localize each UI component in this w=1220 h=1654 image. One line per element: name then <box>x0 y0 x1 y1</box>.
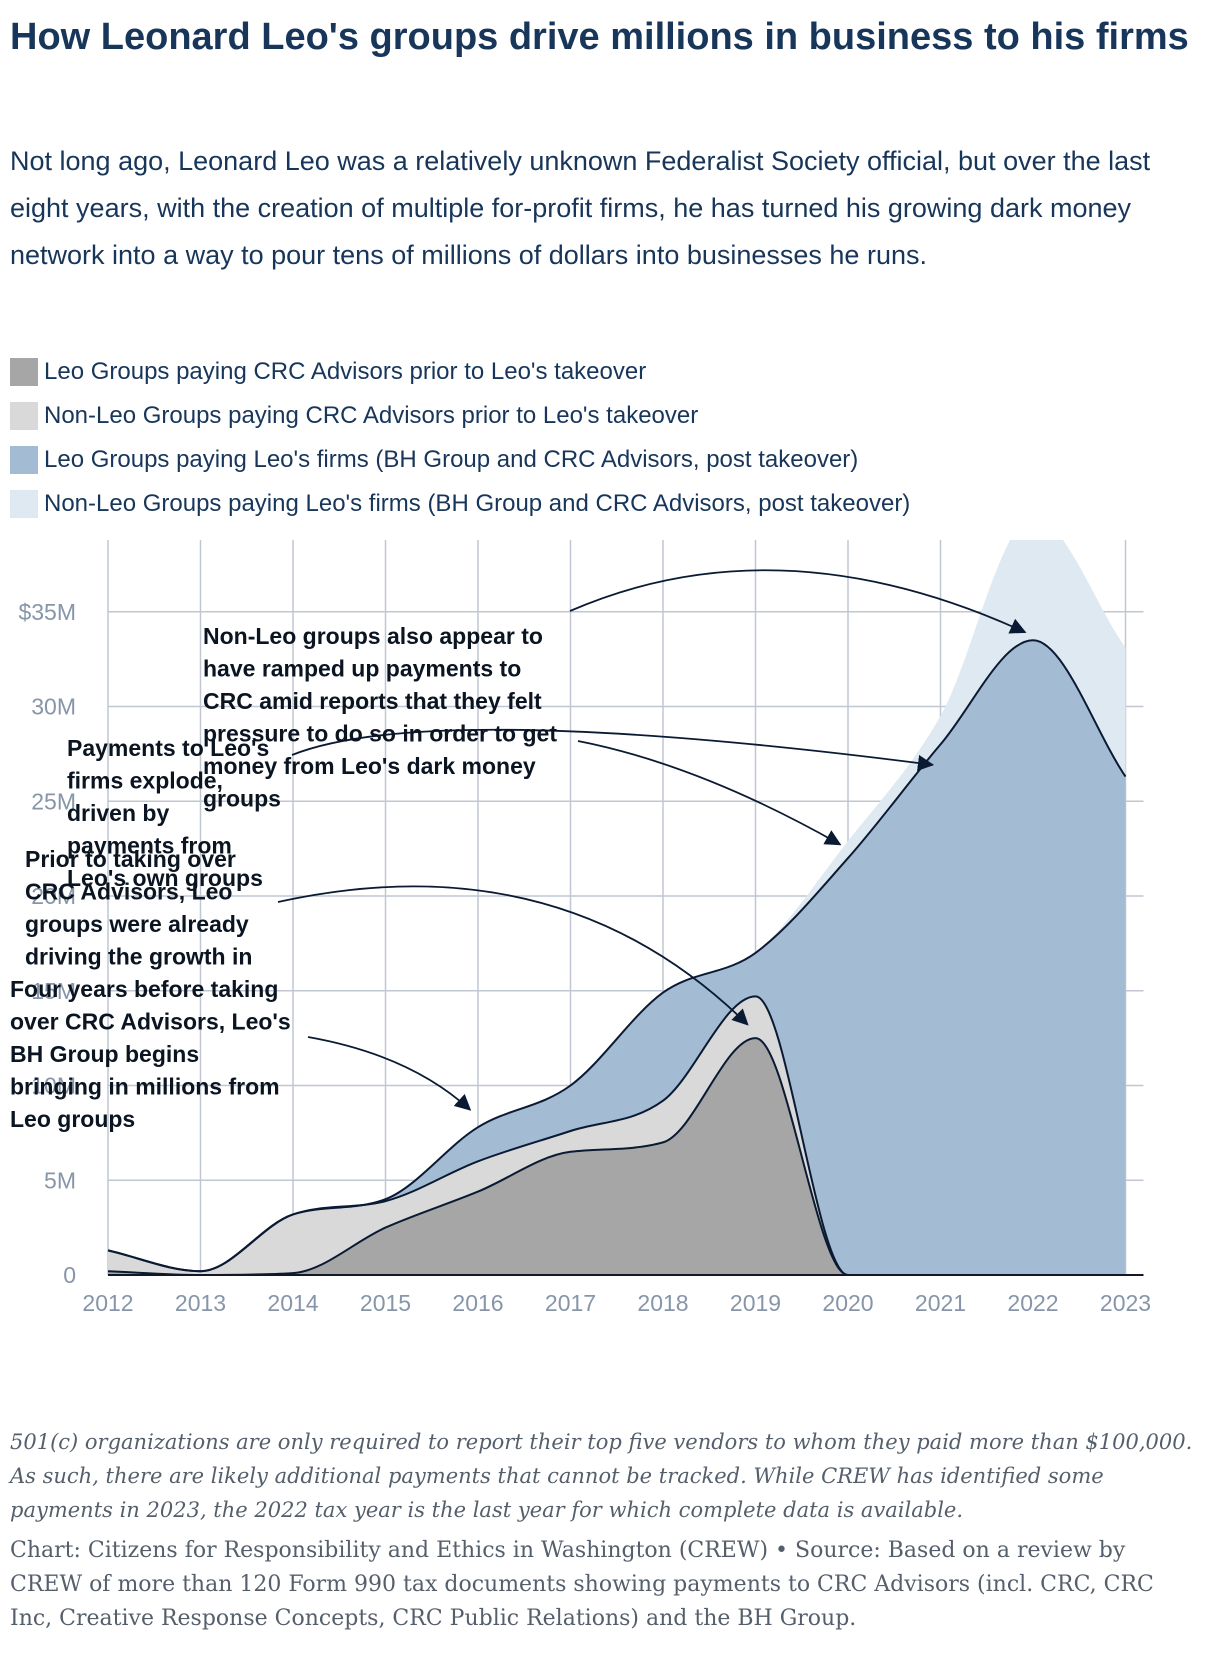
y-tick-label: $35M <box>18 599 76 625</box>
x-tick-label: 2016 <box>452 1290 503 1316</box>
legend-item: Non-Leo Groups paying Leo's firms (BH Gr… <box>10 482 910 526</box>
x-tick-label: 2014 <box>267 1290 318 1316</box>
annotation-line: firms explode, <box>67 768 223 794</box>
x-tick-label: 2021 <box>915 1290 966 1316</box>
annotation-line: Non-Leo groups also appear to <box>203 623 543 649</box>
annotation-line: CRC Advisors, Leo <box>25 879 232 905</box>
annotation-prior-takeover: Prior to taking over CRC Advisors, Leo gro… <box>25 846 252 970</box>
chart-legend: Leo Groups paying CRC Advisors prior to … <box>10 350 910 526</box>
x-tick-label: 2022 <box>1007 1290 1058 1316</box>
stacked-area-chart: 2012 2013 2014 2015 2016 2017 2018 2019 2020 2021… <box>10 540 1151 1316</box>
x-tick-label: 2015 <box>360 1290 411 1316</box>
chart-source: Chart: Citizens for Responsibility and E… <box>10 1538 1154 1631</box>
annotation-line: pressure to do so in order to get <box>203 721 557 747</box>
annotation-arrow <box>277 885 749 1026</box>
annotation-arrow <box>569 569 1027 634</box>
legend-swatch <box>10 358 38 386</box>
y-tick-label: 30M <box>31 694 76 720</box>
annotation-line: CRC amid reports that they felt <box>203 688 542 714</box>
series-line-3 <box>107 639 1127 1273</box>
annotation-line: BH Group begins <box>10 1041 199 1067</box>
x-tick-label: 2023 <box>1100 1290 1151 1316</box>
area-series-3 <box>108 640 1126 1275</box>
area-series-1 <box>108 1038 1126 1275</box>
chart-title: How Leonard Leo's groups drive millions … <box>10 16 1189 58</box>
annotation-line: driven by <box>67 800 169 826</box>
annotation-arrow <box>577 740 842 846</box>
annotation-line: money from Leo's dark money <box>203 753 536 779</box>
annotation-arrow <box>307 1036 472 1111</box>
annotation-line: have ramped up payments to <box>203 656 521 682</box>
annotation-line: groups <box>203 786 281 812</box>
annotation-line: driving the growth in <box>25 944 252 970</box>
chart-notes: 501(c) organizations are only required t… <box>10 1430 1193 1522</box>
y-tick-label: 0 <box>63 1262 76 1288</box>
y-tick-label: 5M <box>44 1167 76 1193</box>
legend-label: Leo Groups paying CRC Advisors prior to … <box>44 358 647 385</box>
x-tick-label: 2017 <box>545 1290 596 1316</box>
annotation-arrow <box>291 728 935 771</box>
legend-swatch <box>10 402 38 430</box>
legend-swatch <box>10 446 38 474</box>
annotation-line: payments from <box>67 833 232 859</box>
annotation-line: Payments to Leo's <box>67 735 269 761</box>
y-tick-label: 10M <box>31 1073 76 1099</box>
legend-label: Non-Leo Groups paying CRC Advisors prior… <box>44 402 699 429</box>
y-tick-label: 25M <box>31 788 76 814</box>
annotation-payments-explode: Payments to Leo's firms explode, driven by… <box>67 735 269 891</box>
annotation-bh-group: Four years before taking over CRC Advisor… <box>10 976 291 1132</box>
annotation-non-leo-ramp: Non-Leo groups also appear to have ramped… <box>203 623 557 812</box>
legend-swatch <box>10 490 38 518</box>
x-tick-label: 2019 <box>730 1290 781 1316</box>
y-tick-label: 20M <box>31 883 76 909</box>
x-tick-label: 2020 <box>822 1290 873 1316</box>
x-tick-label: 2012 <box>82 1290 133 1316</box>
legend-label: Leo Groups paying Leo's firms (BH Group … <box>44 446 859 473</box>
legend-item: Non-Leo Groups paying CRC Advisors prior… <box>10 394 910 438</box>
chart-subtitle: Not long ago, Leonard Leo was a relative… <box>10 146 1151 270</box>
annotation-line: over CRC Advisors, Leo's <box>10 1009 291 1035</box>
annotation-line: bringing in millions from <box>10 1074 280 1100</box>
legend-label: Non-Leo Groups paying Leo's firms (BH Gr… <box>44 490 911 517</box>
annotation-line: Leo's own groups <box>67 865 263 891</box>
x-tick-label: 2018 <box>637 1290 688 1316</box>
annotation-line: Four years before taking <box>10 976 278 1002</box>
legend-item: Leo Groups paying CRC Advisors prior to … <box>10 350 910 394</box>
annotation-line: Prior to taking over <box>25 846 236 872</box>
legend-item: Leo Groups paying Leo's firms (BH Group … <box>10 438 910 482</box>
annotation-line: groups were already <box>25 911 249 937</box>
annotation-line: Leo groups <box>10 1106 135 1132</box>
x-tick-label: 2013 <box>175 1290 226 1316</box>
y-tick-label: 15M <box>31 978 76 1004</box>
